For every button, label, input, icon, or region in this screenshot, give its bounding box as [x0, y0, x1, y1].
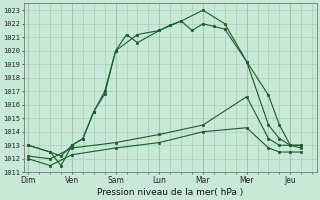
X-axis label: Pression niveau de la mer( hPa ): Pression niveau de la mer( hPa ): [97, 188, 244, 197]
